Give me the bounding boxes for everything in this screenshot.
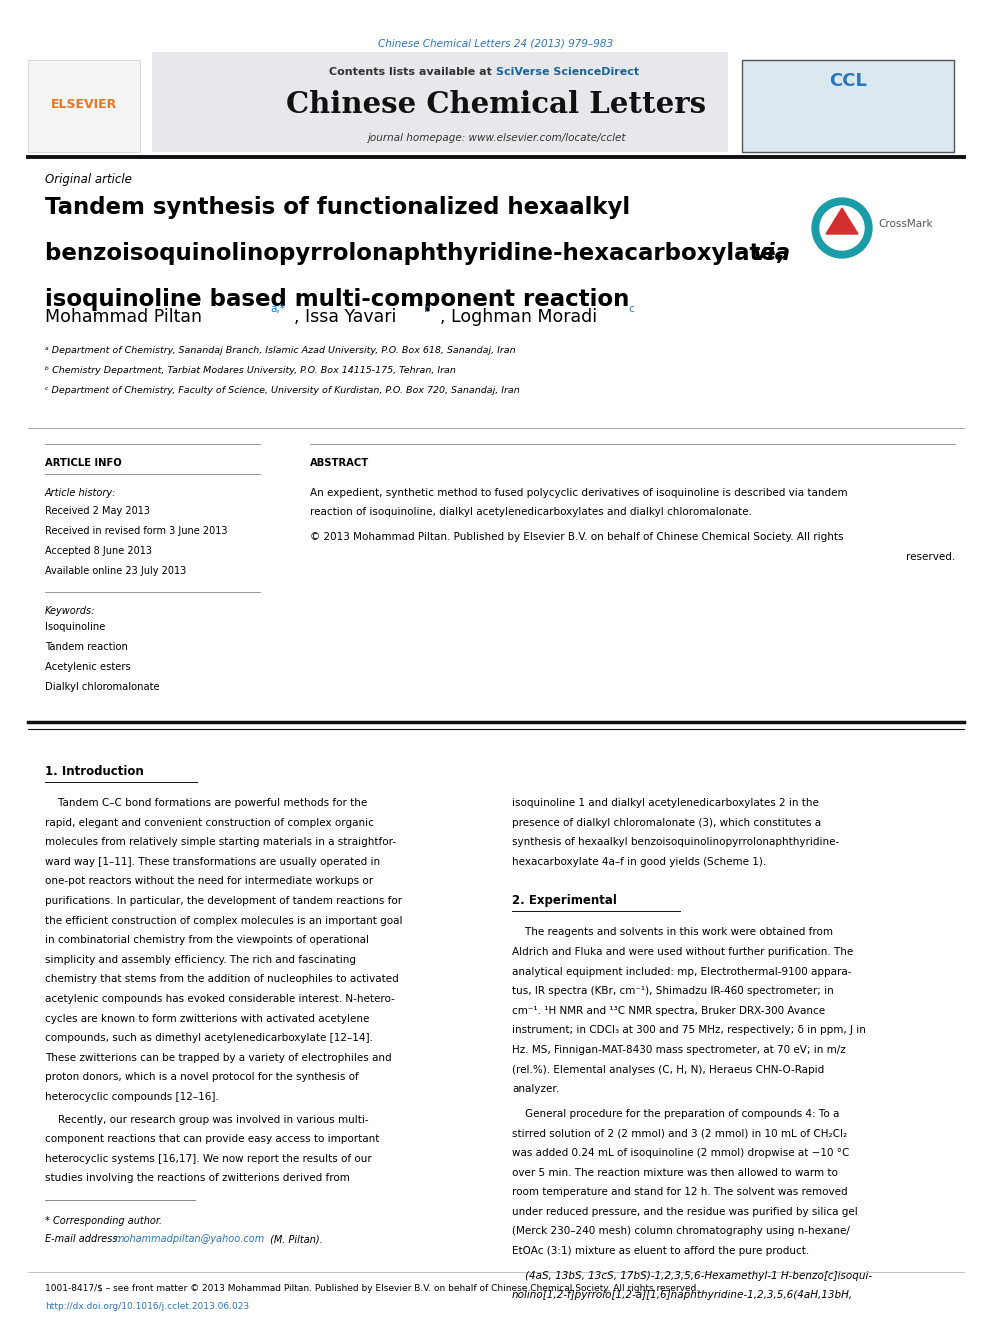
Text: rapid, elegant and convenient construction of complex organic: rapid, elegant and convenient constructi…: [45, 818, 374, 828]
Text: one-pot reactors without the need for intermediate workups or: one-pot reactors without the need for in…: [45, 876, 373, 886]
Text: isoquinoline based multi-component reaction: isoquinoline based multi-component react…: [45, 288, 629, 311]
Text: Accepted 8 June 2013: Accepted 8 June 2013: [45, 546, 152, 556]
Text: nolino[1,2-f]pyrrolo[1,2-a][1,6]naphthyridine-1,2,3,5,6(4aH,13bH,: nolino[1,2-f]pyrrolo[1,2-a][1,6]naphthyr…: [512, 1290, 853, 1301]
Text: purifications. In particular, the development of tandem reactions for: purifications. In particular, the develo…: [45, 896, 402, 906]
Text: heterocyclic systems [16,17]. We now report the results of our: heterocyclic systems [16,17]. We now rep…: [45, 1154, 372, 1164]
Text: ᶜ Department of Chemistry, Faculty of Science, University of Kurdistan, P.O. Box: ᶜ Department of Chemistry, Faculty of Sc…: [45, 386, 520, 396]
Text: CCL: CCL: [829, 71, 867, 90]
Text: ward way [1–11]. These transformations are usually operated in: ward way [1–11]. These transformations a…: [45, 857, 380, 867]
Text: in combinatorial chemistry from the viewpoints of operational: in combinatorial chemistry from the view…: [45, 935, 369, 945]
Text: Article history:: Article history:: [45, 488, 116, 497]
Text: cycles are known to form zwitterions with activated acetylene: cycles are known to form zwitterions wit…: [45, 1013, 369, 1024]
Text: Mohammad Piltan: Mohammad Piltan: [45, 308, 202, 325]
Text: ARTICLE INFO: ARTICLE INFO: [45, 458, 122, 468]
FancyBboxPatch shape: [28, 60, 140, 152]
Text: An expedient, synthetic method to fused polycyclic derivatives of isoquinoline i: An expedient, synthetic method to fused …: [310, 488, 847, 497]
Text: Tandem synthesis of functionalized hexaalkyl: Tandem synthesis of functionalized hexaa…: [45, 196, 630, 220]
Text: Original article: Original article: [45, 173, 132, 187]
Text: simplicity and assembly efficiency. The rich and fascinating: simplicity and assembly efficiency. The …: [45, 955, 356, 964]
Text: The reagents and solvents in this work were obtained from: The reagents and solvents in this work w…: [512, 927, 833, 938]
Text: (M. Piltan).: (M. Piltan).: [267, 1234, 322, 1244]
Text: Dialkyl chloromalonate: Dialkyl chloromalonate: [45, 681, 160, 692]
Text: Tandem reaction: Tandem reaction: [45, 642, 128, 652]
Text: via: via: [753, 242, 792, 265]
Text: Tandem C–C bond formations are powerful methods for the: Tandem C–C bond formations are powerful …: [45, 798, 367, 808]
Text: cm⁻¹. ¹H NMR and ¹³C NMR spectra, Bruker DRX-300 Avance: cm⁻¹. ¹H NMR and ¹³C NMR spectra, Bruker…: [512, 1005, 825, 1016]
Circle shape: [812, 198, 872, 258]
Text: the efficient construction of complex molecules is an important goal: the efficient construction of complex mo…: [45, 916, 403, 926]
Text: b: b: [424, 304, 431, 314]
Text: ᵇ Chemistry Department, Tarbiat Modares University, P.O. Box 14115-175, Tehran, : ᵇ Chemistry Department, Tarbiat Modares …: [45, 366, 456, 374]
Text: acetylenic compounds has evoked considerable interest. N-hetero-: acetylenic compounds has evoked consider…: [45, 994, 395, 1004]
Text: over 5 min. The reaction mixture was then allowed to warm to: over 5 min. The reaction mixture was the…: [512, 1168, 838, 1177]
Text: http://dx.doi.org/10.1016/j.cclet.2013.06.023: http://dx.doi.org/10.1016/j.cclet.2013.0…: [45, 1302, 249, 1311]
Text: 2. Experimental: 2. Experimental: [512, 894, 617, 908]
Text: ᵃ Department of Chemistry, Sanandaj Branch, Islamic Azad University, P.O. Box 61: ᵃ Department of Chemistry, Sanandaj Bran…: [45, 347, 516, 355]
Text: tus, IR spectra (KBr, cm⁻¹), Shimadzu IR-460 spectrometer; in: tus, IR spectra (KBr, cm⁻¹), Shimadzu IR…: [512, 986, 833, 996]
Text: presence of dialkyl chloromalonate (3), which constitutes a: presence of dialkyl chloromalonate (3), …: [512, 818, 821, 828]
Text: chemistry that stems from the addition of nucleophiles to activated: chemistry that stems from the addition o…: [45, 975, 399, 984]
Polygon shape: [826, 208, 858, 234]
Text: General procedure for the preparation of compounds 4: To a: General procedure for the preparation of…: [512, 1109, 839, 1119]
Text: heterocyclic compounds [12–16].: heterocyclic compounds [12–16].: [45, 1091, 219, 1102]
Text: ELSEVIER: ELSEVIER: [51, 98, 117, 111]
Text: , Issa Yavari: , Issa Yavari: [294, 308, 397, 325]
Text: mohammadpiltan@yahoo.com: mohammadpiltan@yahoo.com: [115, 1234, 265, 1244]
Text: isoquinoline 1 and dialkyl acetylenedicarboxylates 2 in the: isoquinoline 1 and dialkyl acetylenedica…: [512, 798, 818, 808]
Text: Received 2 May 2013: Received 2 May 2013: [45, 505, 150, 516]
Text: Recently, our research group was involved in various multi-: Recently, our research group was involve…: [45, 1114, 369, 1125]
Text: compounds, such as dimethyl acetylenedicarboxylate [12–14].: compounds, such as dimethyl acetylenedic…: [45, 1033, 373, 1044]
Text: , Loghman Moradi: , Loghman Moradi: [440, 308, 597, 325]
Text: Received in revised form 3 June 2013: Received in revised form 3 June 2013: [45, 527, 227, 536]
Text: (Merck 230–240 mesh) column chromatography using n-hexane/: (Merck 230–240 mesh) column chromatograp…: [512, 1226, 850, 1237]
Text: © 2013 Mohammad Piltan. Published by Elsevier B.V. on behalf of Chinese Chemical: © 2013 Mohammad Piltan. Published by Els…: [310, 532, 843, 542]
Text: SciVerse ScienceDirect: SciVerse ScienceDirect: [496, 67, 639, 77]
Text: These zwitterions can be trapped by a variety of electrophiles and: These zwitterions can be trapped by a va…: [45, 1053, 392, 1062]
Text: reserved.: reserved.: [906, 552, 955, 561]
Text: proton donors, which is a novel protocol for the synthesis of: proton donors, which is a novel protocol…: [45, 1073, 359, 1082]
Text: benzoisoquinolinopyrrolonaphthyridine-hexacarboxylate,: benzoisoquinolinopyrrolonaphthyridine-he…: [45, 242, 793, 265]
Text: CrossMark: CrossMark: [878, 220, 932, 229]
Text: (4aS, 13bS, 13cS, 17bS)-1,2,3,5,6-Hexamethyl-1 H-benzo[c]isoqui-: (4aS, 13bS, 13cS, 17bS)-1,2,3,5,6-Hexame…: [512, 1270, 872, 1281]
Text: EtOAc (3:1) mixture as eluent to afford the pure product.: EtOAc (3:1) mixture as eluent to afford …: [512, 1246, 809, 1256]
Text: journal homepage: www.elsevier.com/locate/cclet: journal homepage: www.elsevier.com/locat…: [367, 134, 625, 143]
Text: synthesis of hexaalkyl benzoisoquinolinopyrrolonaphthyridine-: synthesis of hexaalkyl benzoisoquinolino…: [512, 837, 839, 847]
Text: E-mail address:: E-mail address:: [45, 1234, 124, 1244]
Text: component reactions that can provide easy access to important: component reactions that can provide eas…: [45, 1134, 379, 1144]
Text: 1001-8417/$ – see front matter © 2013 Mohammad Piltan. Published by Elsevier B.V: 1001-8417/$ – see front matter © 2013 Mo…: [45, 1285, 699, 1293]
Text: Chinese Chemical Letters 24 (2013) 979–983: Chinese Chemical Letters 24 (2013) 979–9…: [378, 38, 614, 48]
Text: Hz. MS, Finnigan-MAT-8430 mass spectrometer, at 70 eV; in m/z: Hz. MS, Finnigan-MAT-8430 mass spectrome…: [512, 1045, 846, 1054]
Text: Contents lists available at: Contents lists available at: [329, 67, 496, 77]
Text: under reduced pressure, and the residue was purified by silica gel: under reduced pressure, and the residue …: [512, 1207, 858, 1217]
Text: c: c: [628, 304, 634, 314]
Text: * Corresponding author.: * Corresponding author.: [45, 1216, 162, 1226]
Text: analyzer.: analyzer.: [512, 1085, 559, 1094]
Text: instrument; in CDCl₃ at 300 and 75 MHz, respectively; δ in ppm, J in: instrument; in CDCl₃ at 300 and 75 MHz, …: [512, 1025, 866, 1036]
Text: a,*: a,*: [270, 304, 285, 314]
Text: ABSTRACT: ABSTRACT: [310, 458, 369, 468]
Text: stirred solution of 2 (2 mmol) and 3 (2 mmol) in 10 mL of CH₂Cl₂: stirred solution of 2 (2 mmol) and 3 (2 …: [512, 1129, 847, 1138]
FancyBboxPatch shape: [152, 52, 728, 152]
Text: was added 0.24 mL of isoquinoline (2 mmol) dropwise at −10 °C: was added 0.24 mL of isoquinoline (2 mmo…: [512, 1148, 849, 1158]
Text: (rel.%). Elemental analyses (C, H, N), Heraeus CHN-O-Rapid: (rel.%). Elemental analyses (C, H, N), H…: [512, 1065, 824, 1074]
Text: Available online 23 July 2013: Available online 23 July 2013: [45, 566, 186, 576]
Text: hexacarboxylate 4a–f in good yields (Scheme 1).: hexacarboxylate 4a–f in good yields (Sch…: [512, 857, 766, 867]
FancyBboxPatch shape: [742, 60, 954, 152]
Text: Acetylenic esters: Acetylenic esters: [45, 662, 131, 672]
Text: Keywords:: Keywords:: [45, 606, 95, 617]
Text: 1. Introduction: 1. Introduction: [45, 765, 144, 778]
Text: Chinese Chemical Letters: Chinese Chemical Letters: [286, 90, 706, 119]
Text: Aldrich and Fluka and were used without further purification. The: Aldrich and Fluka and were used without …: [512, 947, 853, 957]
Text: molecules from relatively simple starting materials in a straightfor-: molecules from relatively simple startin…: [45, 837, 396, 847]
Text: analytical equipment included: mp, Electrothermal-9100 appara-: analytical equipment included: mp, Elect…: [512, 967, 851, 976]
Text: room temperature and stand for 12 h. The solvent was removed: room temperature and stand for 12 h. The…: [512, 1187, 847, 1197]
Text: reaction of isoquinoline, dialkyl acetylenedicarboxylates and dialkyl chloromalo: reaction of isoquinoline, dialkyl acetyl…: [310, 508, 752, 517]
Text: Isoquinoline: Isoquinoline: [45, 622, 105, 632]
Circle shape: [820, 206, 864, 250]
Text: studies involving the reactions of zwitterions derived from: studies involving the reactions of zwitt…: [45, 1174, 350, 1183]
